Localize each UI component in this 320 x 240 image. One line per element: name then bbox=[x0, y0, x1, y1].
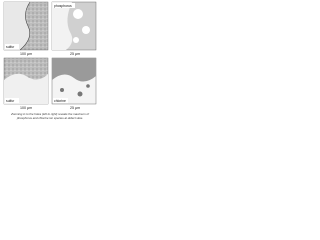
panel: phosphorus bbox=[51, 1, 97, 51]
scale-bar: 100 µm bbox=[20, 52, 32, 56]
panel: sulfur bbox=[3, 57, 49, 105]
caption: Zooming in to the holes (left to right) … bbox=[10, 112, 90, 116]
caption: phosphorus and chlorine ion species at d… bbox=[16, 116, 84, 120]
panel: sulfur bbox=[3, 1, 49, 51]
page: {"panels": [ {"label": "sulfur"}, {"labe… bbox=[0, 0, 100, 124]
panel-label: sulfur bbox=[6, 45, 15, 49]
panel-label: chlorine bbox=[54, 99, 66, 103]
scale-bar: 25 µm bbox=[70, 106, 80, 110]
panel: chlorine bbox=[51, 57, 97, 105]
panel-label: sulfur bbox=[6, 99, 15, 103]
figure: sulfur phosphorus 100 µm 25 µm sulfur ch… bbox=[3, 1, 97, 120]
scale-bar: 100 µm bbox=[20, 106, 32, 110]
scale-bar: 25 µm bbox=[70, 52, 80, 56]
panel-label: phosphorus bbox=[54, 4, 72, 8]
